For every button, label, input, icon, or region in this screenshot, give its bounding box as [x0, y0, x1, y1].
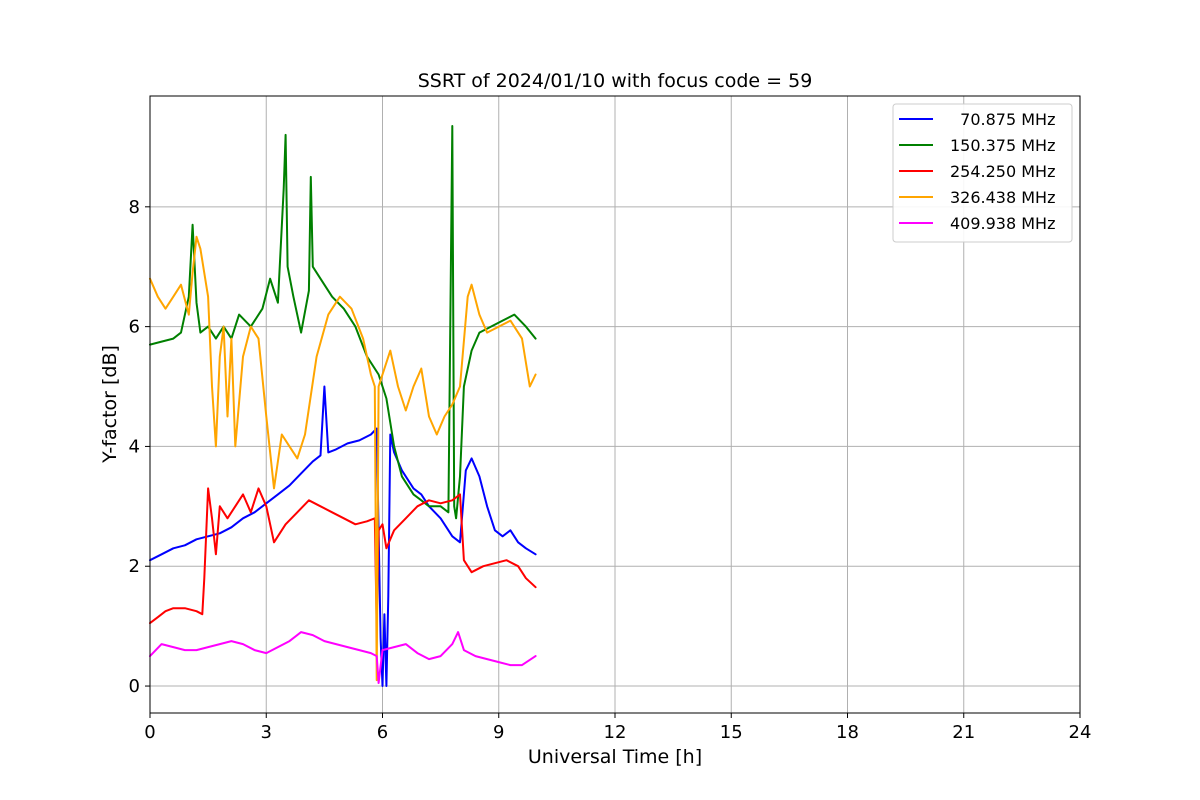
legend-label: 150.375 MHz [950, 136, 1055, 155]
x-tick-label: 15 [720, 722, 743, 743]
x-tick-label: 21 [952, 722, 975, 743]
series-line-2 [149, 125, 537, 520]
chart-title: SSRT of 2024/01/10 with focus code = 59 [418, 70, 813, 92]
legend: 70.875 MHz 150.375 MHz 254.250 MHz 326.438 … [892, 103, 1073, 243]
y-tick-label: 4 [129, 436, 140, 457]
series-line-4 [149, 235, 537, 682]
y-tick-label: 2 [129, 556, 140, 577]
x-tick-label: 12 [604, 722, 627, 743]
x-tick-label: 6 [377, 722, 388, 743]
y-tick-label: 8 [129, 197, 140, 218]
y-tick-label: 0 [129, 676, 140, 697]
legend-label: 254.250 MHz [950, 162, 1055, 181]
series-group [149, 125, 537, 687]
x-tick-label: 18 [836, 722, 859, 743]
legend-label: 326.438 MHz [950, 188, 1055, 207]
x-tick-label: 3 [261, 722, 272, 743]
legend-label: 409.938 MHz [950, 214, 1055, 233]
series-line-3 [149, 487, 537, 628]
legend-label: 70.875 MHz [950, 110, 1055, 129]
y-tick-label: 6 [129, 317, 140, 338]
x-tick-label: 9 [493, 722, 504, 743]
legend-box [892, 103, 1073, 243]
x-tick-label: 24 [1069, 722, 1092, 743]
y-axis-label: Y-factor [dB] [99, 345, 121, 464]
series-line-1 [149, 385, 537, 687]
x-tick-label: 0 [144, 722, 155, 743]
x-axis-label: Universal Time [h] [528, 746, 702, 768]
series-line-5 [149, 631, 537, 684]
